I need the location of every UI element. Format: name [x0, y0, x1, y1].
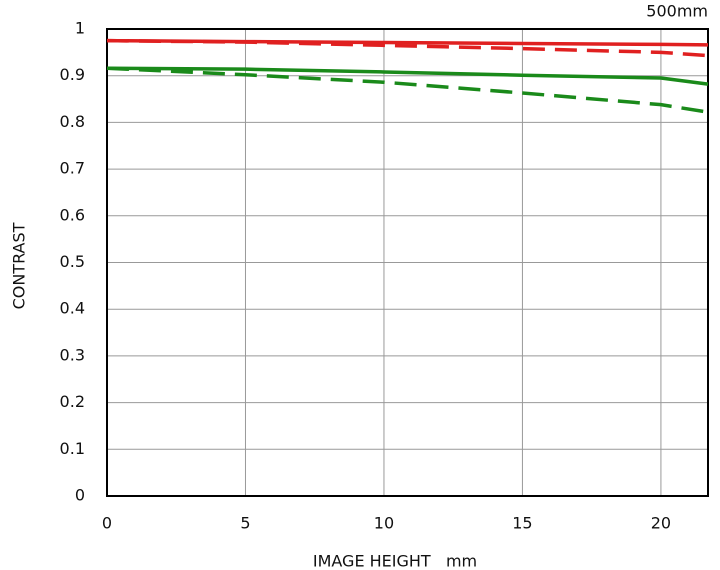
y-tick-label: 0.8	[60, 112, 85, 131]
y-tick-label: 0.7	[60, 159, 85, 178]
line-series	[106, 66, 709, 114]
y-tick-label: 0.2	[60, 392, 85, 411]
y-tick-label: 0.9	[60, 65, 85, 84]
plot-border	[106, 28, 709, 497]
x-axis-label: IMAGE HEIGHT mm	[313, 552, 477, 570]
y-tick-label: 1	[75, 19, 85, 38]
y-tick-label: 0.3	[60, 345, 85, 364]
line-series	[106, 66, 709, 86]
chart-title: 500mm	[646, 2, 708, 21]
x-tick-label: 0	[102, 514, 112, 533]
y-axis-label: CONTRAST	[10, 222, 29, 309]
x-tick-label: 5	[240, 514, 250, 533]
x-tick-label: 15	[512, 514, 532, 533]
y-tick-label: 0.6	[60, 205, 85, 224]
y-tick-label: 0.4	[60, 299, 85, 318]
x-tick-label: 20	[651, 514, 671, 533]
y-tick-label: 0.5	[60, 252, 85, 271]
line-series	[106, 38, 709, 58]
y-tick-label: 0	[75, 486, 85, 505]
x-tick-label: 10	[374, 514, 394, 533]
y-tick-label: 0.1	[60, 439, 85, 458]
